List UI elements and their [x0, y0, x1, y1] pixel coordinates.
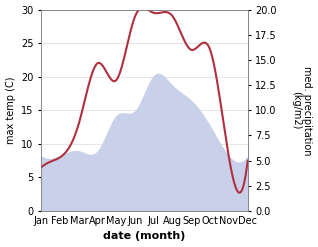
X-axis label: date (month): date (month) [103, 231, 186, 242]
Y-axis label: med. precipitation
(kg/m2): med. precipitation (kg/m2) [291, 65, 313, 155]
Y-axis label: max temp (C): max temp (C) [5, 77, 16, 144]
